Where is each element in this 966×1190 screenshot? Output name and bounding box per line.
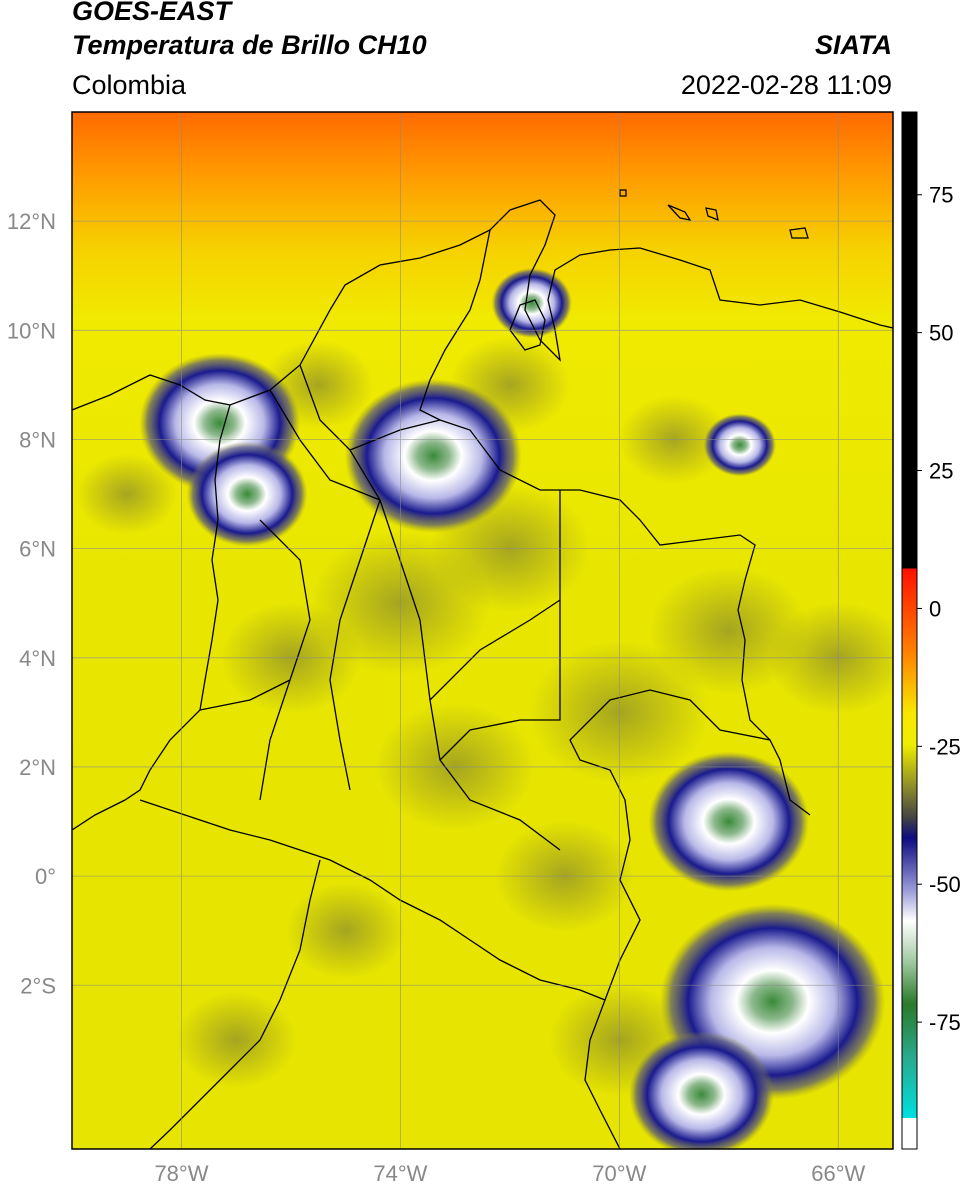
product-title: Temperatura de Brillo CH10 — [72, 30, 427, 60]
colorbar-tick-label: 75 — [929, 183, 953, 208]
colorbar-gradient — [901, 111, 918, 1150]
cloud-cell — [648, 751, 810, 892]
lon-tick-label: 70°W — [592, 1161, 646, 1186]
lon-tick-label: 74°W — [373, 1161, 427, 1186]
island-curacao — [667, 204, 692, 221]
colombia-brazil-border — [569, 689, 771, 1149]
caribbean-coastline — [72, 199, 893, 411]
lat-tick-label: 10°N — [7, 318, 56, 343]
department-border — [329, 499, 381, 791]
colorbar-tick-label: -25 — [929, 734, 961, 759]
island-aruba — [619, 189, 627, 197]
department-border — [429, 599, 561, 701]
map-frame — [71, 111, 894, 1150]
agency-label: SIATA — [815, 30, 892, 60]
colorbar: 75 50 25 0 -25 -50 -75 — [901, 111, 961, 1150]
island-bonaire — [705, 207, 719, 222]
lat-tick-label: 2°S — [20, 973, 56, 998]
department-border — [299, 364, 561, 851]
haze-patch — [76, 454, 177, 535]
cloud-cell — [629, 1031, 774, 1149]
cloud-layer — [139, 268, 886, 1149]
lat-tick-label: 4°N — [19, 646, 56, 671]
colorbar-ticks: 75 50 25 0 -25 -50 -75 — [917, 183, 961, 1035]
island-margarita — [789, 227, 809, 239]
lake-maracaibo — [509, 299, 546, 351]
lat-tick-label: 6°N — [19, 537, 56, 562]
pacific-coastline — [72, 404, 231, 831]
department-border — [269, 389, 381, 501]
lat-tick-label: 0° — [35, 864, 56, 889]
cloud-cell — [186, 441, 308, 547]
satellite-title: GOES-EAST — [72, 0, 232, 26]
colorbar-tick-label: 0 — [929, 596, 941, 621]
department-border — [259, 519, 311, 801]
cloud-cell — [491, 268, 573, 339]
cloud-cell — [344, 378, 522, 533]
imagery-layer — [72, 189, 893, 1149]
haze-patch — [285, 882, 406, 979]
lat-tick-label: 12°N — [7, 209, 56, 234]
colorbar-tick-label: 25 — [929, 459, 953, 484]
haze-patch — [176, 991, 297, 1088]
colorbar-tick-label: -50 — [929, 872, 961, 897]
colorbar-tick-label: -75 — [929, 1010, 961, 1035]
coastline-and-borders — [72, 189, 893, 1149]
department-border — [439, 490, 561, 761]
lon-tick-label: 66°W — [811, 1161, 865, 1186]
colombia-venezuela-border — [419, 229, 811, 816]
colombia-peru-border — [139, 799, 606, 1001]
colorbar-tick-label: 50 — [929, 321, 953, 346]
region-label: Colombia — [72, 70, 187, 100]
ecuador-peru-border — [149, 859, 321, 1149]
lat-tick-label: 8°N — [19, 427, 56, 452]
graticule — [72, 112, 893, 1149]
department-border — [199, 679, 291, 711]
lat-tick-label: 2°N — [19, 755, 56, 780]
lon-tick-label: 78°W — [154, 1161, 208, 1186]
latitude-labels: 12°N 10°N 8°N 6°N 4°N 2°N 0° 2°S — [7, 209, 56, 998]
longitude-labels: 78°W 74°W 70°W 66°W — [154, 1161, 865, 1186]
datetime-label: 2022-02-28 11:09 — [680, 70, 892, 100]
cloud-cell — [703, 413, 776, 477]
